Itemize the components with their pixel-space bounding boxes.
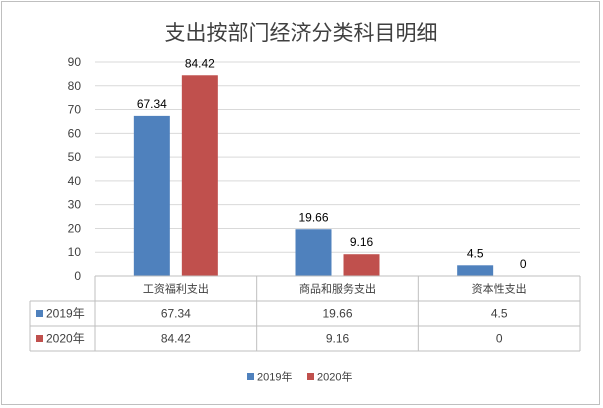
bar [295,229,332,276]
legend-label: 2020年 [317,370,352,384]
y-tick-label: 20 [68,221,82,235]
table-cell: 0 [496,332,503,346]
bar [343,254,380,276]
y-tick-label: 90 [68,55,82,69]
data-label: 67.34 [137,97,167,111]
y-tick-label: 80 [68,79,82,93]
table-series-name: 2019年 [46,307,85,321]
table-legend-key [36,310,43,317]
table-series-name: 2020年 [46,332,85,346]
y-tick-label: 10 [68,245,82,259]
gridlines [95,61,580,253]
y-tick-label: 60 [68,126,82,140]
data-label: 4.5 [467,246,484,260]
category-label: 商品和服务支出 [299,282,376,296]
data-label: 19.66 [298,210,328,224]
category-label: 工资福利支出 [143,282,209,296]
table-cell: 9.16 [326,332,350,346]
y-tick-label: 50 [68,150,82,164]
legend: 2019年 2020年 [247,370,352,384]
table-legend-key [36,335,43,342]
data-label: 9.16 [350,235,374,249]
y-tick-label: 40 [68,174,82,188]
table-cell: 4.5 [491,307,508,321]
bars [133,75,494,276]
bar [181,75,218,276]
y-axis: 0 10 20 30 40 50 60 70 80 90 [68,55,82,283]
data-labels: 67.34 84.42 19.66 9.16 4.5 0 [137,56,527,271]
category-label: 资本性支出 [472,282,527,296]
y-tick-label: 0 [74,269,81,283]
legend-swatch [247,373,254,380]
y-tick-label: 70 [68,103,82,117]
bar [133,115,170,276]
y-tick-label: 30 [68,198,82,212]
data-table: 工资福利支出 商品和服务支出 资本性支出 2019年 67.34 19.66 4.5 2020… [29,275,581,352]
bar [457,265,494,276]
legend-label: 2019年 [257,370,292,384]
data-label: 0 [520,257,527,271]
table-cell: 19.66 [322,307,352,321]
chart-title: 支出按部门经济分类科目明细 [165,21,438,45]
table-cell: 67.34 [161,307,191,321]
data-label: 84.42 [185,56,215,70]
legend-swatch [307,373,314,380]
table-cell: 84.42 [161,332,191,346]
